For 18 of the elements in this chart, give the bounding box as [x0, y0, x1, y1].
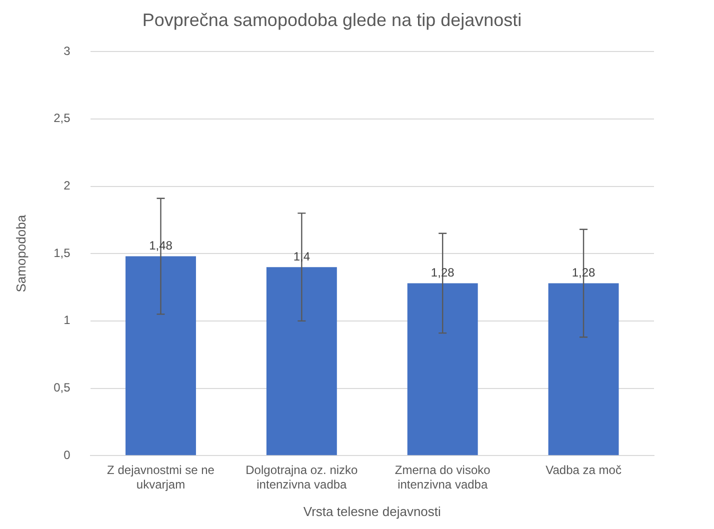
- x-tick-label: Vadba za moč: [546, 463, 622, 478]
- bar: [266, 267, 337, 456]
- y-tick-label: 1,5: [54, 246, 71, 260]
- x-tick-label: Zmerna do visoko intenzivna vadba: [394, 463, 491, 492]
- y-tick-label: 1: [64, 313, 71, 328]
- chart-title: Povprečna samopodoba glede na tip dejavnosti: [142, 10, 522, 30]
- x-tick-label: Z dejavnostmi se ne ukvarjam: [107, 463, 215, 492]
- x-tick-label: Dolgotrajna oz. nizko intenzivna vadba: [246, 463, 358, 492]
- y-tick-label: 0,5: [54, 380, 71, 395]
- y-tick-label: 2: [64, 178, 71, 193]
- y-tick-label: 0: [64, 448, 71, 462]
- bar: [126, 256, 196, 456]
- y-tick-label: 3: [64, 44, 71, 58]
- bar: [407, 283, 478, 456]
- x-axis-title: Vrsta telesne dejavnosti: [303, 504, 442, 519]
- bar: [548, 283, 619, 456]
- y-tick-label: 2,5: [54, 111, 71, 126]
- y-axis-title: Samopodoba: [13, 214, 28, 292]
